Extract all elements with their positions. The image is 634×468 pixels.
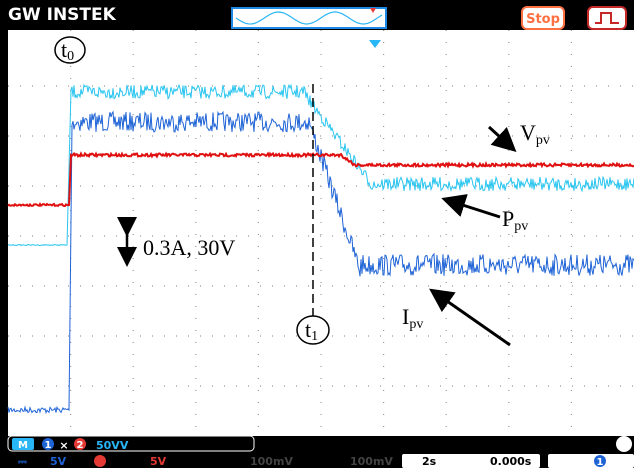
stop-label: Stop (526, 12, 560, 27)
ppv-main: P (502, 206, 514, 231)
ipv-main: I (402, 304, 409, 329)
ppv-sub: pv (514, 219, 528, 234)
ch1-scale: 5V (50, 455, 67, 468)
scope-screen: GW INSTEK Stop t0 t1 Vpv Ppv Ipv 0.3A, 3… (0, 0, 634, 468)
trigger-box (548, 454, 634, 468)
vpv-sub: pv (536, 133, 550, 148)
ch4-scale: 100mV (350, 455, 393, 468)
t0-sub: 0 (67, 49, 74, 64)
position: 0.000s (490, 455, 532, 468)
vpv-main: V (520, 120, 536, 145)
brand: GW INSTEK (8, 5, 117, 25)
math-op: × (59, 439, 68, 452)
timebase: 2s (422, 455, 437, 468)
math-scale: 50VV (96, 439, 129, 452)
ipv-sub: pv (409, 317, 423, 332)
math-ch-a: 1 (45, 440, 52, 451)
trigger-icon[interactable] (588, 7, 626, 29)
f-icon[interactable] (616, 436, 632, 452)
ch1-coupling: ⎓ (18, 455, 27, 468)
ch3-scale: 100mV (250, 455, 293, 468)
memory-view (232, 8, 386, 28)
math-mode: M (18, 440, 28, 451)
scale-label: 0.3A, 30V (143, 235, 235, 260)
t1-sub: 1 (311, 329, 318, 344)
math-ch-b: 2 (77, 440, 84, 451)
ch2-status-badge (94, 455, 106, 467)
trigger-ch: 1 (597, 457, 604, 468)
ch2-scale: 5V (150, 455, 167, 468)
